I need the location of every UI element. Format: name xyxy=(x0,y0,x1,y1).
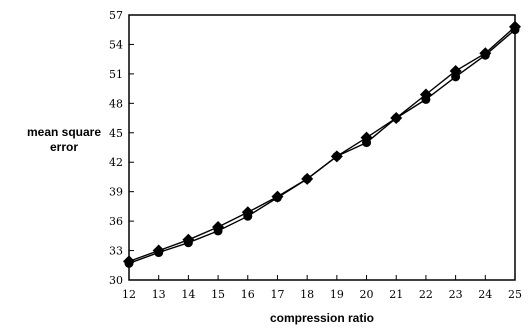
x-axis-title: compression ratio xyxy=(270,311,374,325)
y-tick-label: 39 xyxy=(109,186,123,199)
x-axis-ticks: 12 13 14 15 16 17 18 19 20 21 22 23 24 25 xyxy=(122,275,522,301)
y-axis-title-line-1: mean square xyxy=(27,125,101,139)
x-tick-label: 25 xyxy=(508,288,522,301)
x-tick-label: 20 xyxy=(360,288,374,301)
x-tick-label: 17 xyxy=(270,288,284,301)
series-2-point xyxy=(213,226,223,236)
series-2-point xyxy=(124,258,134,268)
series-2-point xyxy=(302,174,312,184)
series-2-line xyxy=(128,29,516,264)
series-2-point xyxy=(154,248,164,258)
series-2-point xyxy=(272,193,282,203)
series-2-point xyxy=(451,72,461,82)
x-tick-label: 24 xyxy=(478,288,492,301)
series-2-point xyxy=(243,211,253,221)
plot-frame xyxy=(128,14,516,281)
y-tick-label: 51 xyxy=(109,68,123,81)
y-tick-label: 36 xyxy=(109,215,123,228)
x-tick-label: 13 xyxy=(152,288,166,301)
y-tick-label: 33 xyxy=(109,245,123,258)
x-tick-label: 12 xyxy=(122,288,136,301)
x-tick-label: 23 xyxy=(449,288,463,301)
y-tick-label: 54 xyxy=(109,38,123,51)
y-tick-label: 42 xyxy=(109,156,123,169)
series-2-point xyxy=(510,25,520,35)
series-1-line xyxy=(128,26,516,263)
x-tick-label: 16 xyxy=(241,288,255,301)
y-tick-label: 45 xyxy=(109,127,123,140)
x-tick-label: 15 xyxy=(211,288,225,301)
series-2-point xyxy=(480,50,490,60)
x-tick-label: 14 xyxy=(181,288,195,301)
series-layer xyxy=(123,20,521,268)
x-tick-label: 22 xyxy=(419,288,433,301)
y-axis-ticks: 30 33 36 39 42 45 48 51 54 57 xyxy=(109,9,134,287)
series-2-point xyxy=(362,138,372,148)
x-tick-label: 18 xyxy=(300,288,314,301)
x-tick-label: 19 xyxy=(330,288,344,301)
series-2-point xyxy=(183,238,193,248)
y-tick-label: 57 xyxy=(109,9,123,22)
y-axis-title-line-2: error xyxy=(50,140,78,154)
series-2-point xyxy=(421,94,431,104)
y-tick-label: 30 xyxy=(109,274,123,287)
x-tick-label: 21 xyxy=(389,288,403,301)
y-tick-label: 48 xyxy=(109,97,123,110)
series-2-point xyxy=(332,151,342,161)
series-2-point xyxy=(391,113,401,123)
